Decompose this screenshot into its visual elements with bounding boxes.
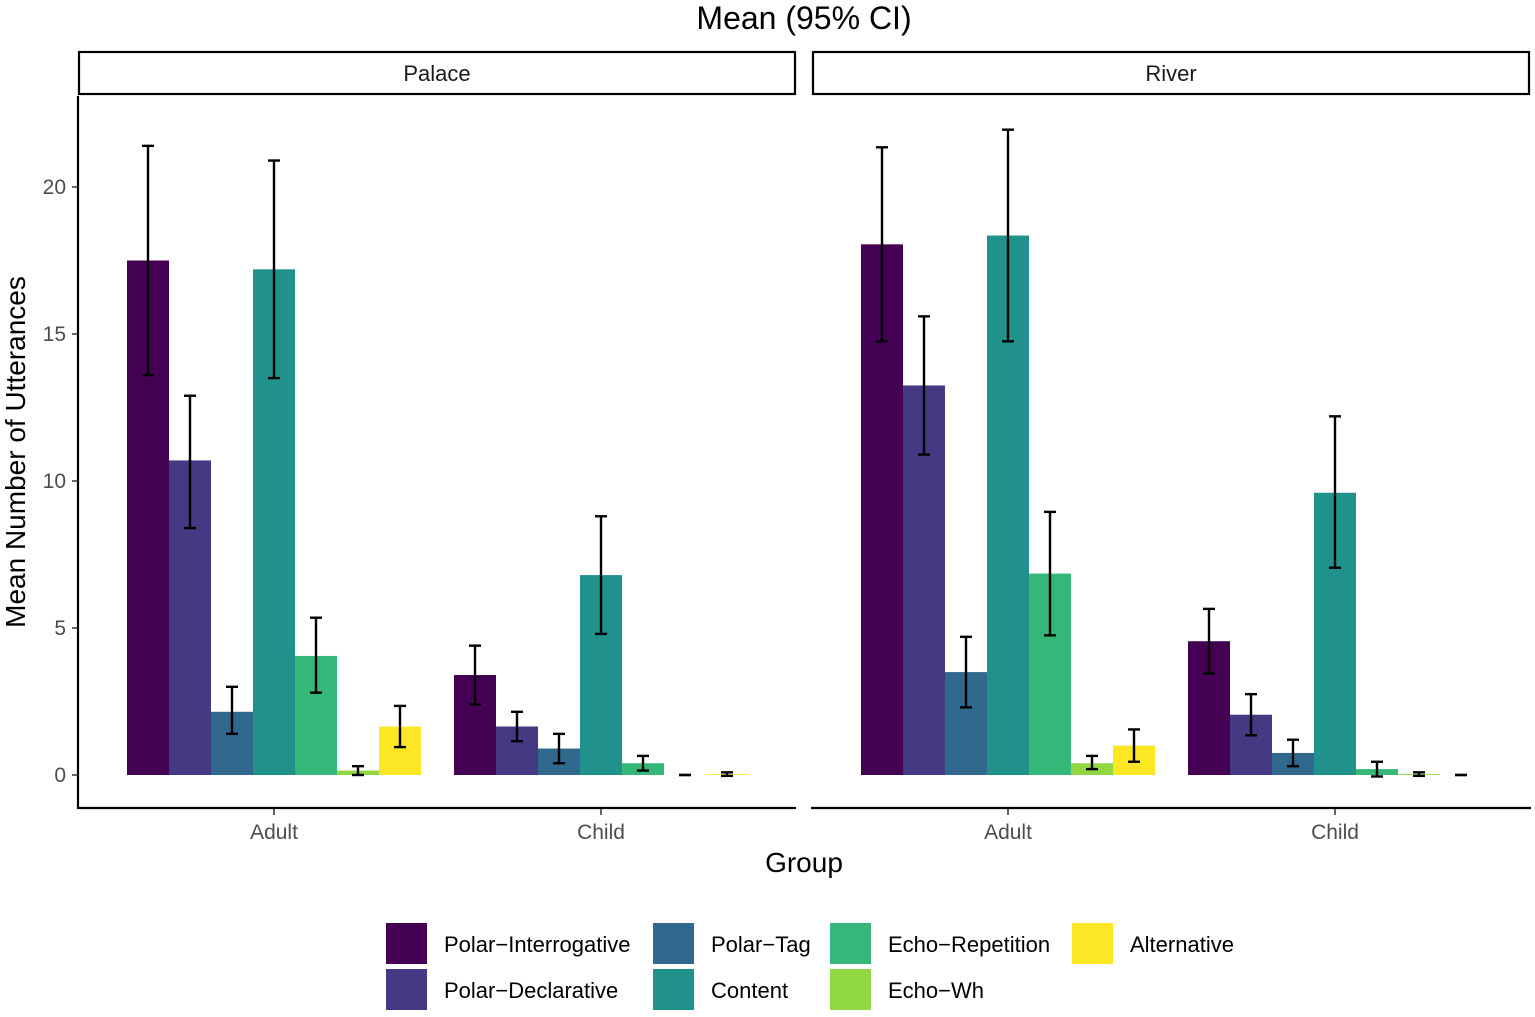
legend-swatch [386,969,427,1010]
legend-swatch [386,923,427,964]
error-bar-palace-adult-content [268,159,280,380]
legend-label: Polar−Tag [711,932,811,957]
legend-item-polar-tag: Polar−Tag [653,923,811,964]
legend-label: Content [711,978,788,1003]
x-ticks-river: Adult Child [984,809,1359,844]
legend-item-alternative: Alternative [1072,923,1234,964]
error-bar-river-child-polar-interrogative [1203,607,1215,675]
legend-label: Polar−Interrogative [444,932,631,957]
error-bar-palace-adult-polar-interrogative [142,144,154,377]
error-bar-palace-child-polar-declarative [511,710,523,743]
legend-item-polar-declarative: Polar−Declarative [386,969,618,1010]
facet-label-palace: Palace [403,61,470,86]
x-tick-label-adult: Adult [250,821,298,844]
x-tick-label-child: Child [1311,821,1359,844]
error-bar-river-adult-echo-repetition [1044,510,1056,637]
y-tick-label: 5 [54,617,66,640]
facet-palace: Palace Adult Child [76,50,797,844]
legend-swatch [830,923,871,964]
error-bar-palace-adult-echo-wh [352,764,364,777]
error-bar-river-adult-polar-declarative [918,315,930,456]
legend-swatch [1072,923,1113,964]
error-bar-river-child-echo-repetition [1371,760,1383,778]
x-ticks-palace: Adult Child [250,809,625,844]
y-axis-ticks: 0 5 10 15 20 [43,176,78,787]
legend: Polar−Interrogative Polar−Declarative Pola… [386,923,1234,1010]
error-bar-palace-adult-echo-repetition [310,616,322,694]
error-bar-palace-child-echo-repetition [637,754,649,772]
legend-label: Polar−Declarative [444,978,618,1003]
y-tick-label: 20 [43,176,66,199]
x-tick-label-child: Child [577,821,625,844]
legend-item-polar-interrogative: Polar−Interrogative [386,923,631,964]
error-bar-palace-child-content [595,515,607,636]
bars-river [861,128,1467,778]
legend-swatch [653,923,694,964]
legend-item-echo-repetition: Echo−Repetition [830,923,1050,964]
y-tick-label: 10 [43,470,66,493]
error-bar-river-child-polar-tag [1287,738,1299,768]
legend-label: Echo−Repetition [888,932,1050,957]
legend-swatch [653,969,694,1010]
legend-swatch [830,969,871,1010]
y-tick-label: 15 [43,323,66,346]
facet-label-river: River [1145,61,1196,86]
error-bar-river-adult-polar-interrogative [876,146,888,343]
error-bar-palace-adult-alternative [394,704,406,749]
x-axis-title: Group [765,847,843,878]
error-bar-palace-child-polar-tag [553,732,565,765]
error-bar-palace-child-alternative [721,771,733,778]
error-bar-palace-adult-polar-declarative [184,394,196,530]
error-bar-palace-child-polar-interrogative [469,644,481,706]
legend-item-echo-wh: Echo−Wh [830,969,984,1010]
error-bar-river-adult-content [1002,128,1014,343]
error-bar-river-child-polar-declarative [1245,692,1257,737]
facet-strip-palace [77,50,797,96]
legend-label: Echo−Wh [888,978,984,1003]
facet-river: River Adult Child [811,50,1531,844]
error-bar-palace-adult-polar-tag [226,685,238,736]
error-bar-river-child-content [1329,415,1341,569]
legend-item-content: Content [653,969,788,1010]
y-tick-label: 0 [54,764,66,787]
y-axis-title: Mean Number of Utterances [0,276,31,628]
error-bar-river-child-echo-wh [1413,771,1425,778]
error-bar-river-adult-echo-wh [1086,754,1098,771]
legend-label: Alternative [1130,932,1234,957]
bars-palace [127,144,748,778]
facet-strip-river [811,50,1531,96]
error-bar-river-adult-polar-tag [960,635,972,709]
chart-title: Mean (95% CI) [696,0,911,36]
x-tick-label-adult: Adult [984,821,1032,844]
error-bar-river-adult-alternative [1128,728,1140,763]
